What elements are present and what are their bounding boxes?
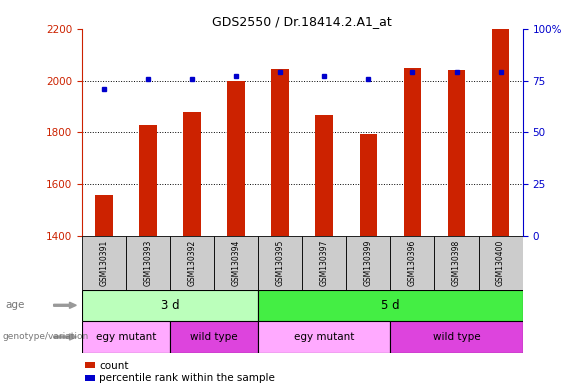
Text: GSM130396: GSM130396 [408,240,417,286]
Title: GDS2550 / Dr.18414.2.A1_at: GDS2550 / Dr.18414.2.A1_at [212,15,392,28]
Text: wild type: wild type [190,332,238,342]
Bar [95,195,113,236]
Text: age: age [6,300,25,310]
Text: egy mutant: egy mutant [96,332,156,342]
Bar [390,236,434,290]
Text: GSM130400: GSM130400 [496,240,505,286]
Bar [82,321,170,353]
Bar [479,236,523,290]
Text: genotype/variation: genotype/variation [3,333,89,341]
Bar [183,112,201,236]
Bar [359,134,377,236]
Bar [271,69,289,236]
Bar [403,68,421,236]
Bar [390,321,523,353]
Bar [434,236,479,290]
Text: GSM130399: GSM130399 [364,240,373,286]
Bar [302,236,346,290]
Bar [214,236,258,290]
Bar [170,321,258,353]
Bar [258,236,302,290]
Bar [315,115,333,236]
Text: percentile rank within the sample: percentile rank within the sample [99,373,275,383]
Text: GSM130392: GSM130392 [188,240,197,286]
Text: GSM130398: GSM130398 [452,240,461,286]
Bar [492,29,510,236]
Bar [346,236,390,290]
Bar [227,81,245,236]
Text: GSM130397: GSM130397 [320,240,329,286]
Bar [170,236,214,290]
Text: 5 d: 5 d [381,299,399,312]
Text: GSM130395: GSM130395 [276,240,285,286]
Text: egy mutant: egy mutant [294,332,354,342]
Bar [126,236,170,290]
Bar [447,70,466,236]
Bar [139,125,157,236]
Bar [82,290,258,321]
Text: GSM130391: GSM130391 [99,240,108,286]
Bar [82,236,126,290]
Text: GSM130393: GSM130393 [144,240,153,286]
Bar [258,290,523,321]
Text: 3 d: 3 d [161,299,179,312]
Text: GSM130394: GSM130394 [232,240,241,286]
Bar [258,321,390,353]
Text: count: count [99,361,128,371]
Text: wild type: wild type [433,332,480,342]
